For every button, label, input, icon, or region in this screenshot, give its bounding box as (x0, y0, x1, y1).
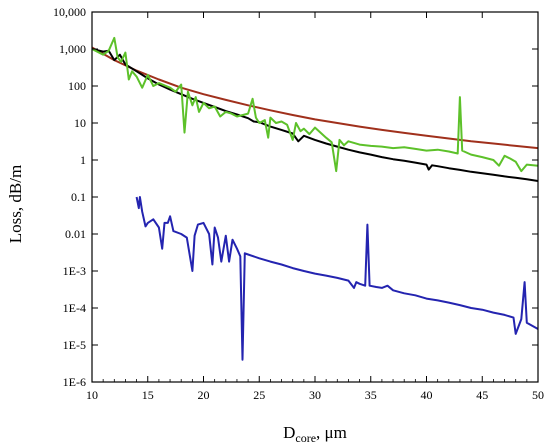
series-line-2 (91, 48, 539, 182)
y-tick-label: 10 (74, 116, 86, 130)
series-line-1 (91, 46, 539, 150)
y-tick-label: 1E-3 (63, 264, 86, 278)
y-tick-label: 100 (68, 79, 86, 93)
series-layer (91, 36, 539, 361)
x-axis-title-unit: , μm (316, 423, 347, 442)
x-tick-label: 15 (142, 388, 154, 402)
label-layer: 10 15 20 25 30 35 40 45 50 1E-6 1E-5 1E-4 1E-3 0.01 0.… (53, 5, 544, 402)
x-axis-title: Dcore, μm (283, 423, 347, 445)
axes-layer (91, 11, 539, 383)
x-tick-label: 45 (476, 388, 488, 402)
x-axis-title-subscript: core (295, 431, 316, 445)
y-tick-label: 1,000 (59, 42, 86, 56)
series-line-4 (135, 196, 539, 361)
y-tick-label: 0.01 (65, 227, 86, 241)
y-axis-title: Loss, dB/m (6, 165, 25, 243)
x-tick-label: 50 (532, 388, 544, 402)
x-tick-label: 10 (86, 388, 98, 402)
x-tick-label: 30 (309, 388, 321, 402)
x-tick-label: 40 (421, 388, 433, 402)
y-tick-label: 1 (80, 153, 86, 167)
x-tick-label: 25 (253, 388, 265, 402)
y-tick-label: 1E-4 (63, 301, 86, 315)
y-tick-label: 0.1 (71, 190, 86, 204)
x-tick-label: 35 (365, 388, 377, 402)
y-tick-label: 10,000 (53, 5, 86, 19)
plot-frame (91, 11, 539, 383)
series-line-3 (91, 36, 539, 173)
x-tick-label: 20 (198, 388, 210, 402)
x-axis-title-main: D (283, 423, 295, 442)
y-tick-label: 1E-5 (63, 338, 86, 352)
y-tick-label: 1E-6 (63, 375, 86, 389)
